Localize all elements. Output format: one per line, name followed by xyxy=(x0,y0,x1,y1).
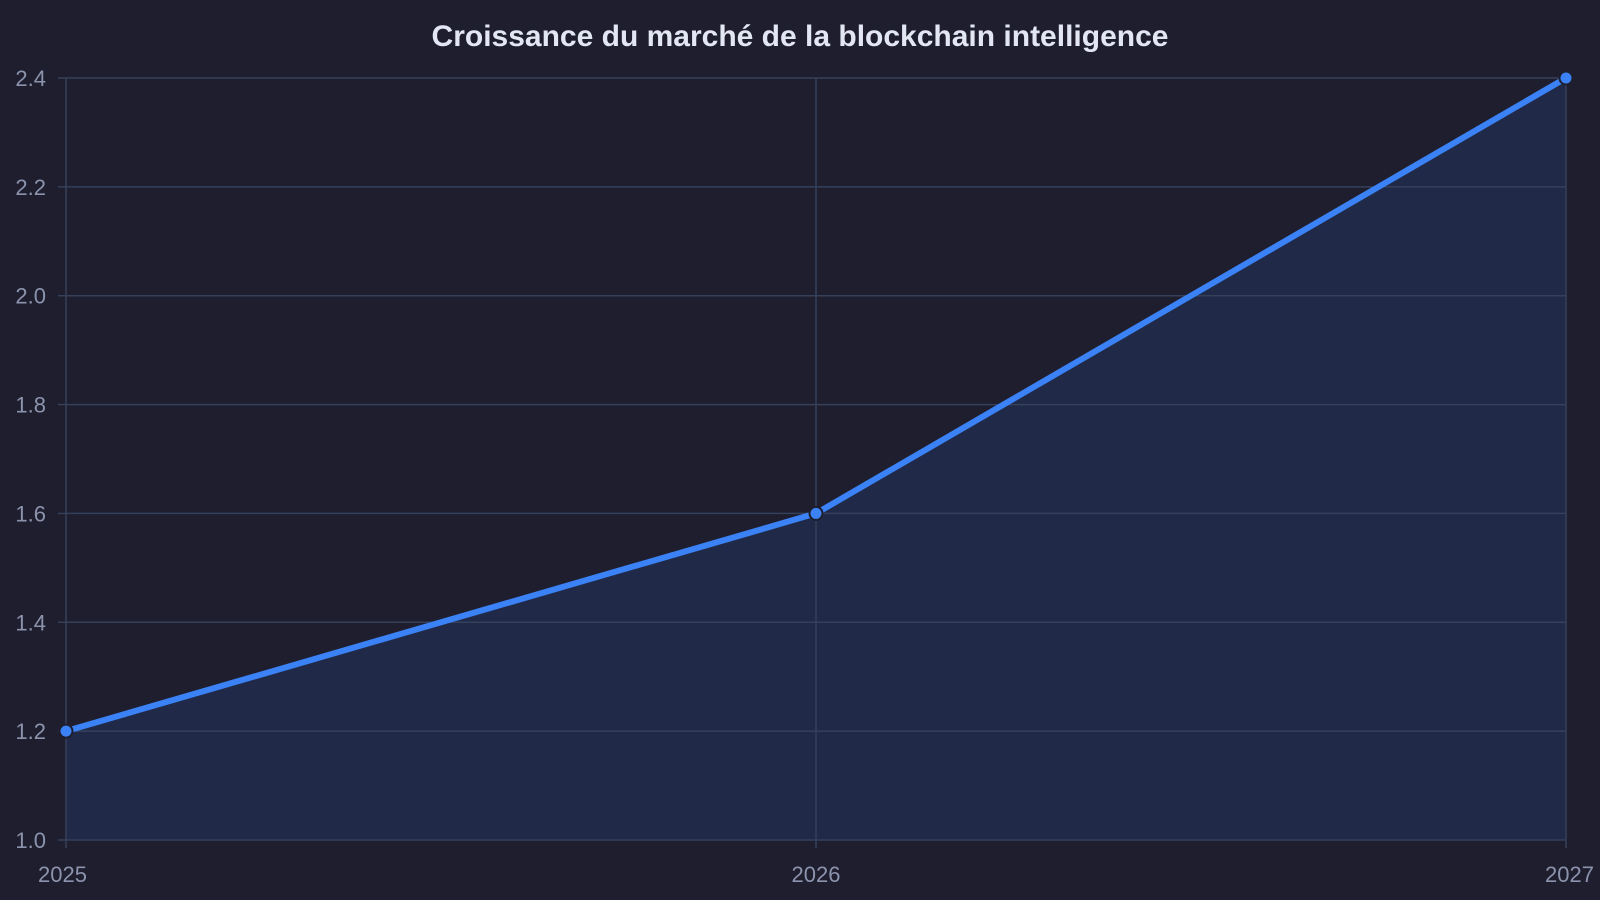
x-tick-label: 2026 xyxy=(792,862,841,887)
y-tick-label: 2.2 xyxy=(15,175,46,200)
y-tick-label: 2.0 xyxy=(15,284,46,309)
y-tick-label: 1.0 xyxy=(15,828,46,853)
y-tick-label: 1.6 xyxy=(15,501,46,526)
y-tick-label: 1.2 xyxy=(15,719,46,744)
y-tick-label: 1.8 xyxy=(15,393,46,418)
x-tick-label: 2025 xyxy=(38,862,87,887)
y-tick-label: 2.4 xyxy=(15,66,46,91)
data-point xyxy=(1558,70,1574,86)
y-tick-label: 1.4 xyxy=(15,610,46,635)
chart-title: Croissance du marché de la blockchain in… xyxy=(431,20,1169,53)
data-point xyxy=(808,505,824,521)
data-point xyxy=(58,723,74,739)
area-fill xyxy=(66,78,1566,840)
x-tick-label: 2027 xyxy=(1545,862,1594,887)
